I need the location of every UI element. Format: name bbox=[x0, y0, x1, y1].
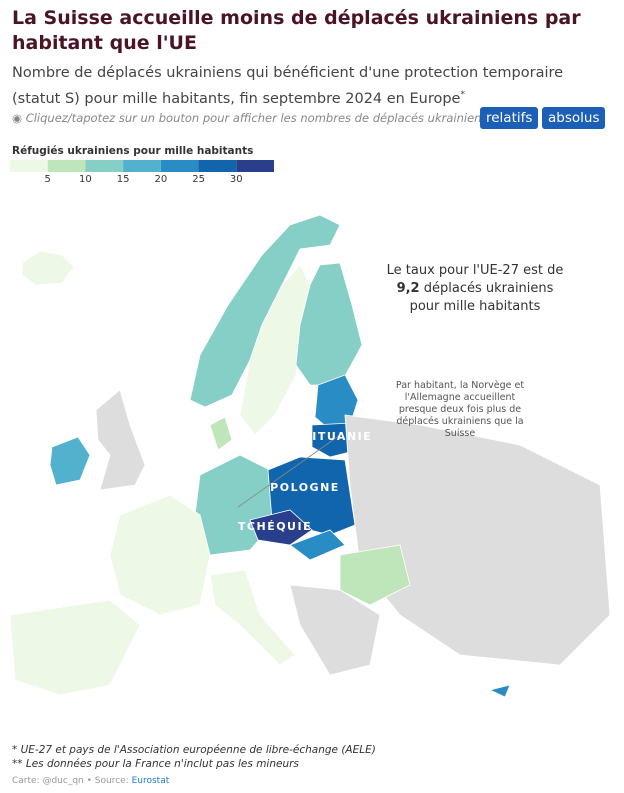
credit-text: Carte: @duc_qn • Source: bbox=[12, 776, 129, 786]
subtitle: Nombre de déplacés ukrainiens qui bénéfi… bbox=[12, 62, 612, 110]
footnote: * UE-27 et pays de l'Association europée… bbox=[12, 744, 376, 756]
hint: ◉ Cliquez/tapotez sur un bouton pour aff… bbox=[12, 111, 488, 125]
norway bbox=[189, 214, 341, 408]
button-absolute[interactable]: absolus bbox=[542, 107, 606, 129]
iceland bbox=[21, 250, 75, 286]
legend-title: Réfugiés ukrainiens pour mille habitants bbox=[12, 145, 254, 157]
legend-tick-label: 30 bbox=[230, 174, 243, 184]
legend-swatch bbox=[10, 160, 48, 172]
legend-swatch bbox=[47, 160, 86, 172]
footnote: ** Les données pour la France n'inclut p… bbox=[12, 758, 299, 770]
legend: 5 10 15 20 25 30 bbox=[10, 160, 274, 184]
east bbox=[344, 414, 611, 666]
czechia bbox=[249, 509, 313, 546]
legend-tick-label: 25 bbox=[192, 174, 205, 184]
annotation-text: Le taux pour l'UE-27 est de bbox=[386, 263, 564, 278]
subtitle-text: Nombre de déplacés ukrainiens qui bénéfi… bbox=[12, 65, 564, 107]
finland bbox=[295, 262, 363, 386]
source-link[interactable]: Eurostat bbox=[131, 776, 170, 786]
legend-tick-label: 15 bbox=[117, 174, 130, 184]
denmark bbox=[209, 416, 233, 451]
annotation-norway: Par habitant, la Norvège et l'Allemagne … bbox=[395, 380, 525, 439]
iberia bbox=[9, 599, 141, 696]
romania bbox=[339, 544, 411, 606]
footnote-mark: * bbox=[460, 90, 465, 100]
legend-swatch bbox=[198, 160, 237, 172]
annotation-value: 9,2 bbox=[396, 281, 420, 296]
country-label: LITUANIE bbox=[304, 430, 373, 443]
ireland bbox=[49, 436, 91, 486]
legend-tick-label: 10 bbox=[79, 174, 92, 184]
legend-swatch bbox=[85, 160, 124, 172]
france bbox=[109, 494, 211, 616]
title: La Suisse accueille moins de déplacés uk… bbox=[12, 7, 581, 54]
credit: Carte: @duc_qn • Source: Eurostat bbox=[12, 776, 169, 786]
annotation-text: déplacés ukrainiens pour mille habitants bbox=[409, 281, 554, 314]
slovakia bbox=[289, 529, 346, 561]
button-relative[interactable]: relatifs bbox=[480, 107, 539, 129]
legend-swatch bbox=[160, 160, 199, 172]
annotation-eu: Le taux pour l'UE-27 est de 9,2 déplacés… bbox=[380, 262, 570, 316]
uk bbox=[95, 389, 146, 491]
country-label: POLOGNE bbox=[270, 481, 340, 494]
italy bbox=[209, 569, 296, 666]
map: LITUANIE POLOGNE TCHÉQUIE bbox=[9, 214, 611, 698]
cyprus bbox=[488, 684, 511, 698]
legend-tick-label: 20 bbox=[154, 174, 167, 184]
leader-line bbox=[237, 434, 341, 508]
country-label: TCHÉQUIE bbox=[238, 520, 312, 533]
legend-swatch bbox=[236, 160, 274, 172]
legend-swatch bbox=[123, 160, 161, 172]
legend-tick-label: 5 bbox=[45, 174, 51, 184]
balkans bbox=[289, 584, 381, 676]
